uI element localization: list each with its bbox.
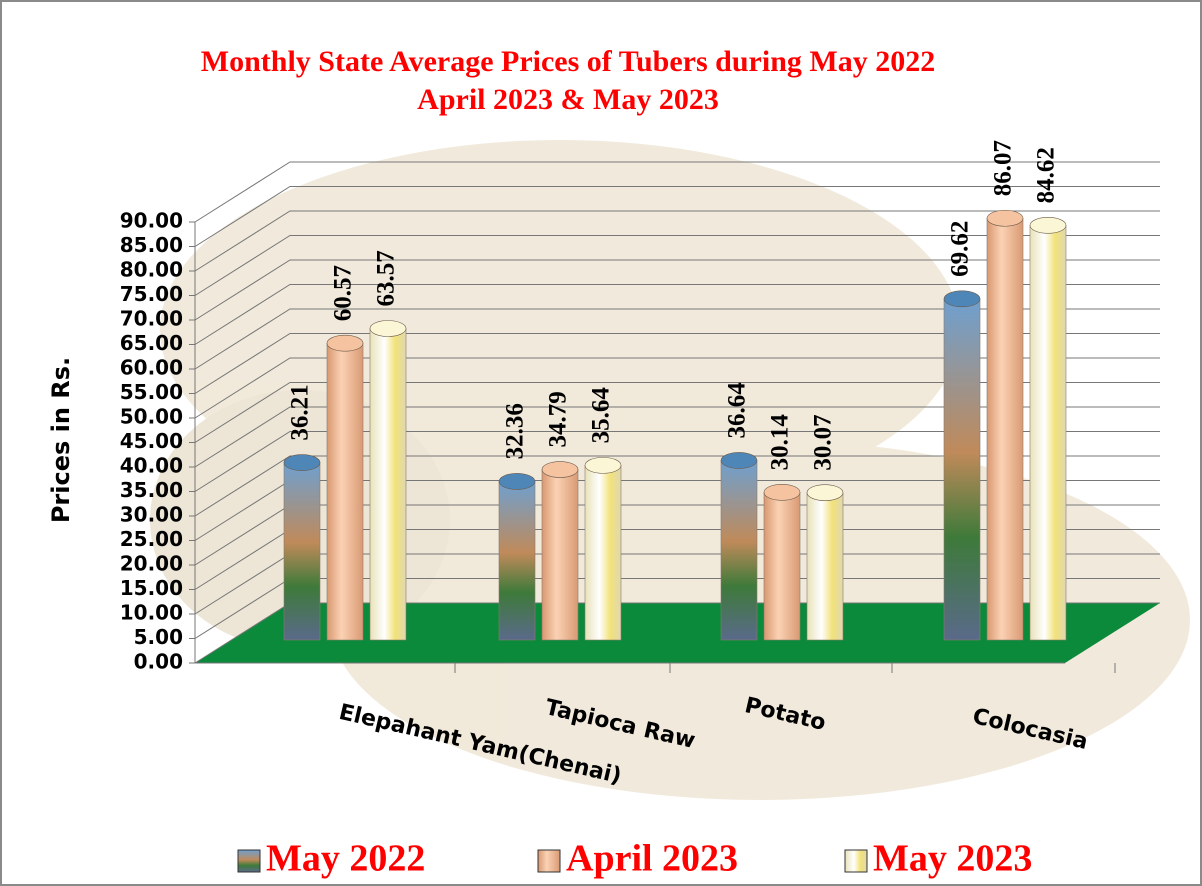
y-tick-label: 80.00 <box>120 258 183 282</box>
legend-label: May 2022 <box>266 838 425 880</box>
legend-swatch <box>537 849 561 873</box>
bar-body <box>326 342 364 641</box>
bar <box>720 452 758 641</box>
y-tick-label: 0.00 <box>134 650 183 674</box>
y-tick-label: 60.00 <box>120 356 183 380</box>
bar-body <box>943 298 981 641</box>
grid-line <box>194 455 1160 517</box>
grid-line <box>194 210 1160 272</box>
y-tick-label: 5.00 <box>134 625 183 649</box>
data-label: 60.57 <box>330 265 357 321</box>
y-tick-label: 35.00 <box>120 478 183 502</box>
data-label: 32.36 <box>502 403 529 459</box>
bar-top <box>369 320 407 337</box>
bar-body <box>541 469 579 641</box>
bar-top <box>541 461 579 478</box>
bar <box>806 484 844 641</box>
bar-body <box>1029 225 1067 641</box>
bar <box>1029 217 1067 641</box>
bar-body <box>806 492 844 641</box>
bar-body <box>763 492 801 641</box>
bar <box>986 209 1024 641</box>
y-tick-label: 70.00 <box>120 307 183 331</box>
data-label: 36.21 <box>287 384 314 440</box>
title-box <box>90 42 1040 130</box>
bar <box>326 334 364 641</box>
data-label: 30.07 <box>810 414 837 470</box>
grid-line <box>194 186 1160 247</box>
bar <box>943 290 981 641</box>
bar <box>584 457 622 641</box>
bar-top <box>1029 217 1067 234</box>
legend-swatch <box>237 849 261 873</box>
bar-body <box>720 460 758 641</box>
y-tick-label: 30.00 <box>120 503 183 527</box>
bar-body <box>584 465 622 641</box>
grid-line <box>194 333 1160 394</box>
data-label: 84.62 <box>1033 147 1060 203</box>
bar-top <box>763 484 801 501</box>
grid-line <box>194 259 1160 321</box>
bar-top <box>806 484 844 501</box>
y-tick-label: 65.00 <box>120 331 183 355</box>
y-tick-label: 10.00 <box>120 601 183 625</box>
data-label: 34.79 <box>545 391 572 447</box>
y-tick-label: 40.00 <box>120 454 183 478</box>
bar <box>541 461 579 641</box>
bar <box>498 473 536 641</box>
bar-body <box>498 481 536 641</box>
y-tick-label: 20.00 <box>120 552 183 576</box>
grid-line <box>194 406 1160 468</box>
y-tick-label: 75.00 <box>120 282 183 306</box>
grid-line <box>194 161 1160 223</box>
bar-body <box>283 462 321 641</box>
bar-body <box>986 217 1024 641</box>
bar-top <box>326 334 364 352</box>
grid-line <box>194 382 1160 443</box>
y-tick-label: 15.00 <box>120 576 183 600</box>
data-label: 86.07 <box>990 140 1017 196</box>
bar <box>283 454 321 641</box>
legend-swatch <box>844 849 868 873</box>
data-label: 36.64 <box>724 382 751 439</box>
bar-top <box>720 452 758 469</box>
grid-line <box>194 357 1160 419</box>
bar-top <box>943 290 981 308</box>
bar-body <box>369 328 407 641</box>
y-axis-label: Prices in Rs. <box>47 357 75 523</box>
bar-top <box>498 473 536 490</box>
data-label: 63.57 <box>373 250 400 306</box>
bar-top <box>584 457 622 474</box>
y-tick-label: 25.00 <box>120 527 183 551</box>
grid-line <box>194 308 1160 370</box>
chart-title: April 2023 & May 2023 <box>417 83 719 116</box>
legend-label: May 2023 <box>873 838 1032 880</box>
chart-title: Monthly State Average Prices of Tubers d… <box>201 45 935 78</box>
bar <box>369 320 407 641</box>
bar-top <box>986 209 1024 227</box>
y-tick-label: 55.00 <box>120 380 183 404</box>
bar-top <box>283 454 321 471</box>
legend-label: April 2023 <box>566 838 738 880</box>
y-tick-label: 90.00 <box>120 209 183 233</box>
y-tick-label: 45.00 <box>120 429 183 453</box>
grid-line <box>194 284 1160 345</box>
grid-line <box>194 235 1160 296</box>
floor <box>195 603 1160 663</box>
data-label: 35.64 <box>588 387 615 444</box>
data-label: 69.62 <box>947 221 974 277</box>
bar <box>763 484 801 641</box>
y-tick-label: 50.00 <box>120 405 183 429</box>
data-label: 30.14 <box>767 414 794 471</box>
y-tick-label: 85.00 <box>120 233 183 257</box>
grid-line <box>194 431 1160 492</box>
